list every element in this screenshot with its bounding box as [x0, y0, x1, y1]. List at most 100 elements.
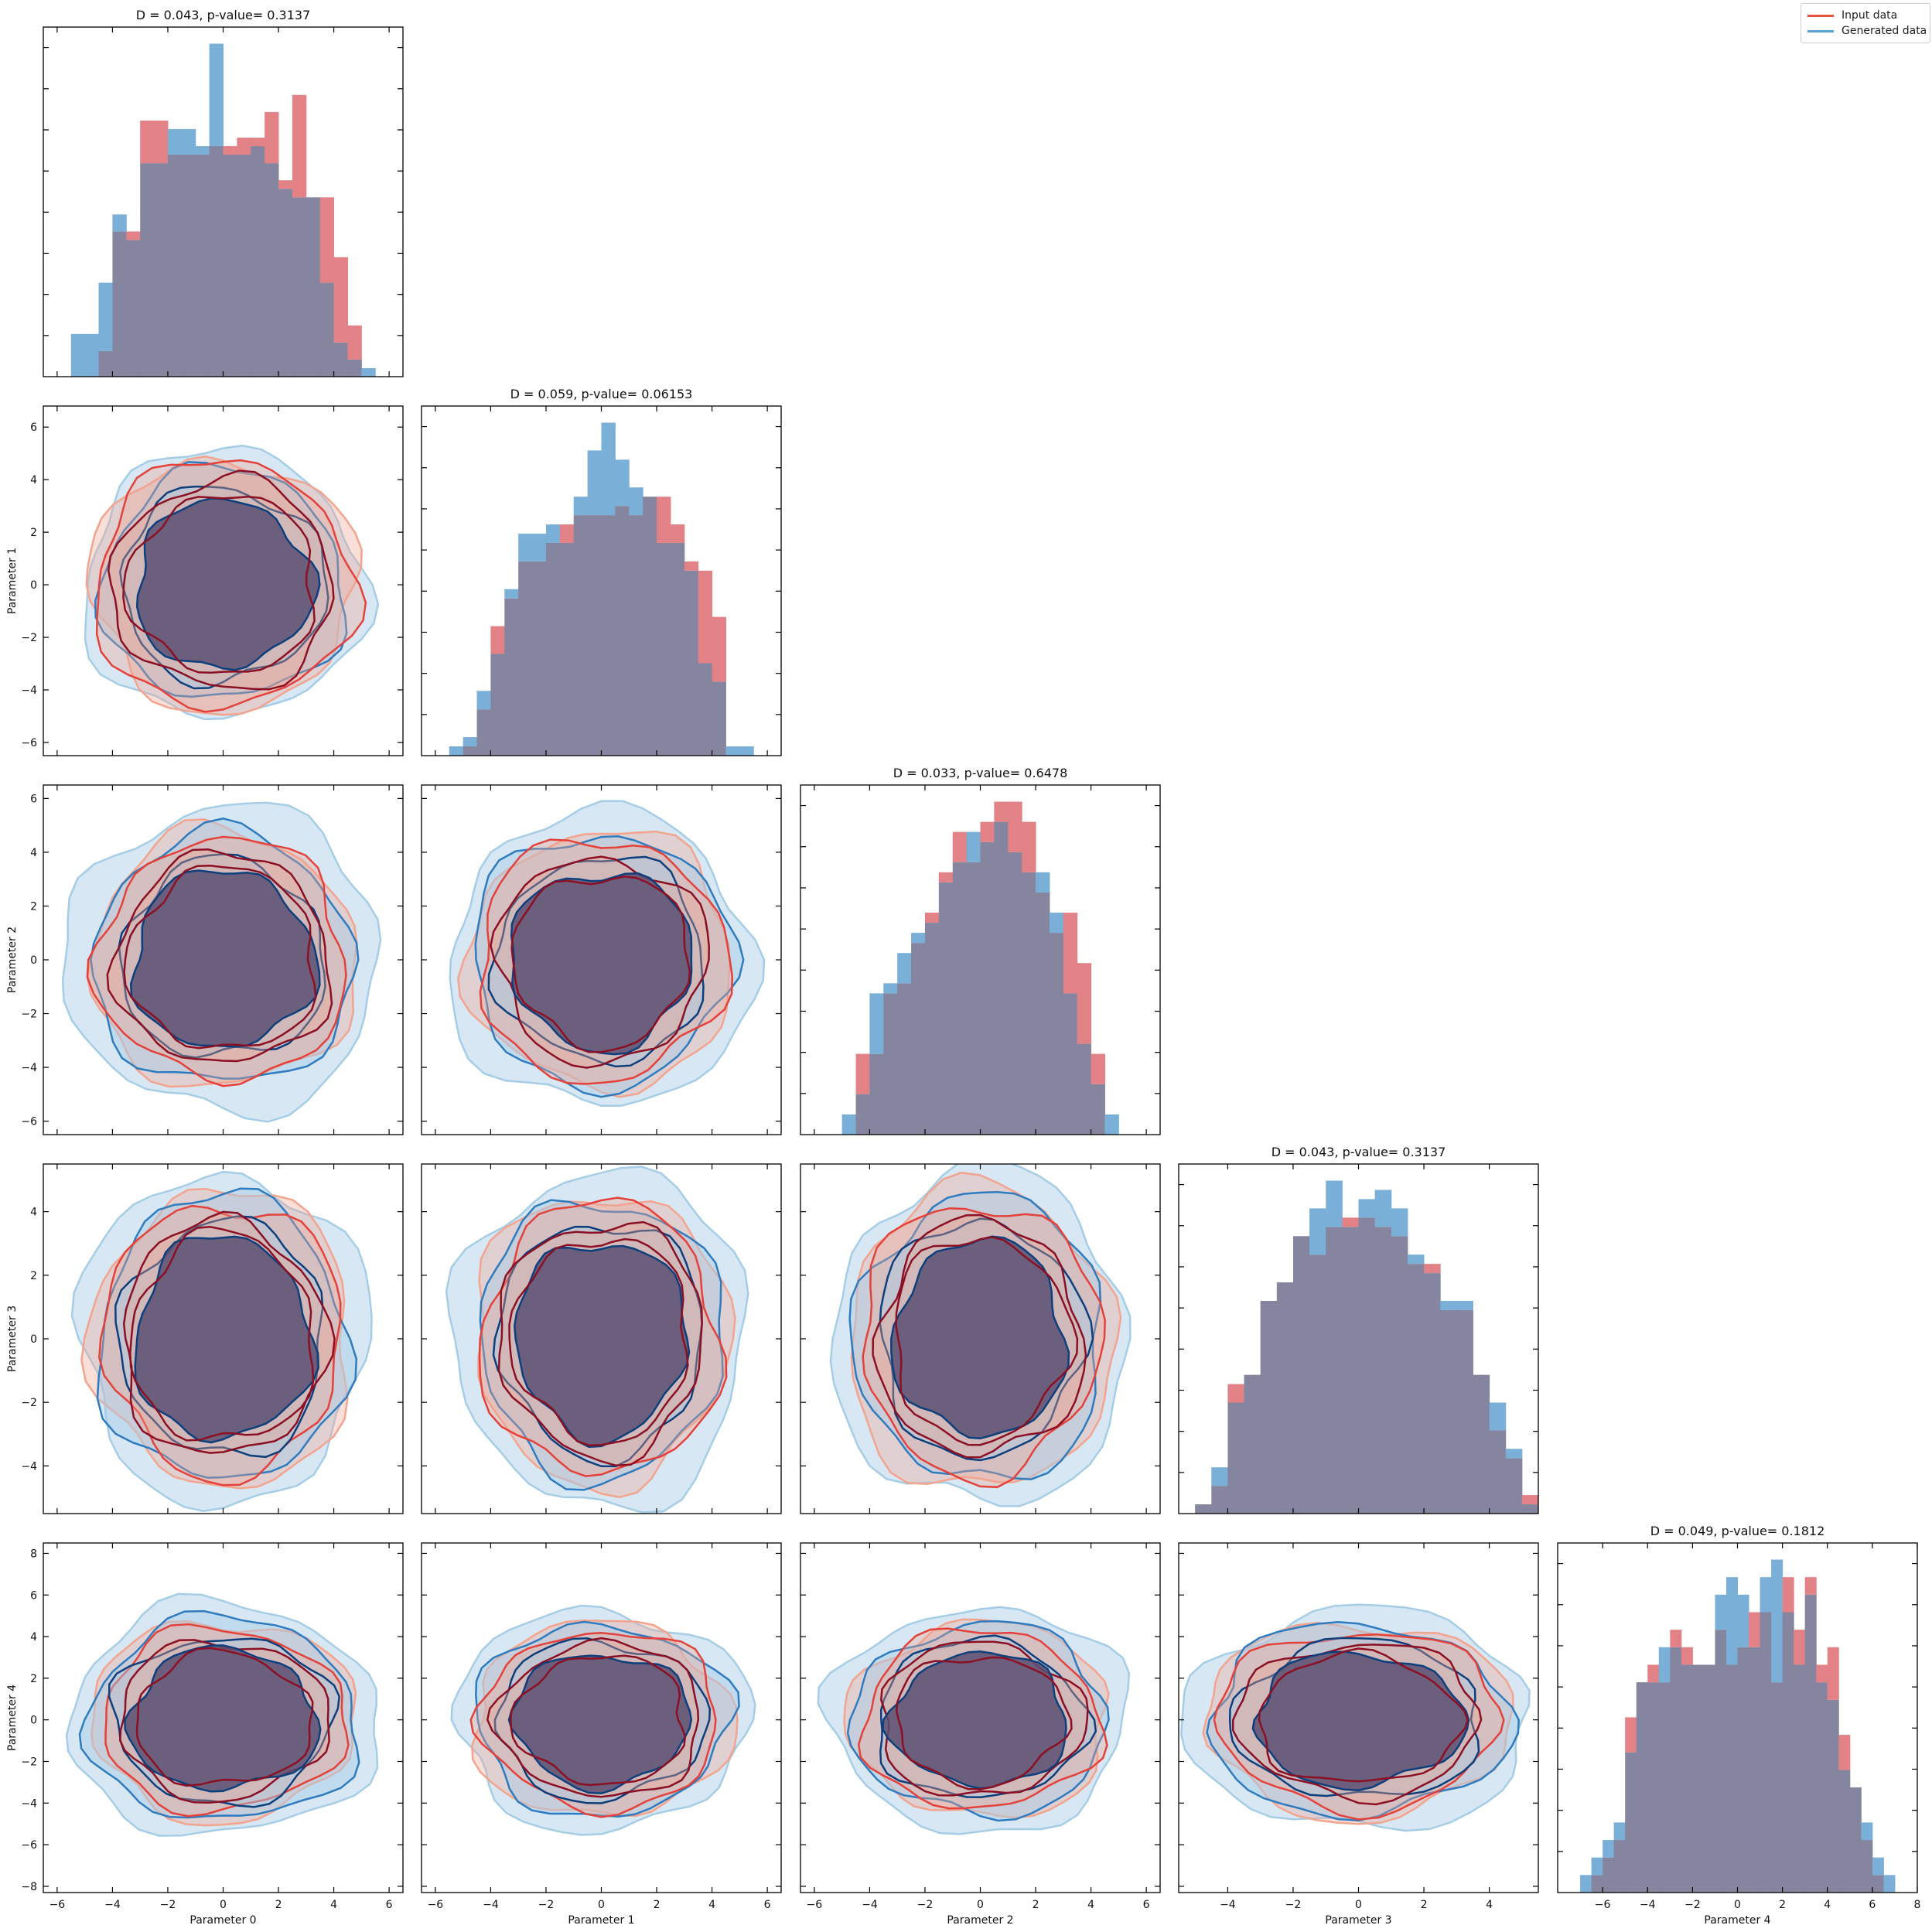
x-tick-label: −4	[483, 1899, 499, 1911]
x-tick-label: 2	[275, 1899, 282, 1911]
hist-bar-overlap	[994, 821, 1009, 1135]
x-tick-label: −2	[160, 1899, 176, 1911]
panel-plot-area	[841, 801, 1119, 1135]
y-axis-label: Parameter 4	[6, 1685, 19, 1751]
hist-bar-overlap	[1827, 1699, 1839, 1893]
hist-bar-input	[1424, 1264, 1441, 1274]
y-tick-label: −6	[21, 737, 37, 749]
hist-bar-generated	[1104, 1114, 1119, 1135]
hist-bar-generated	[181, 128, 196, 155]
hist-bar-generated	[504, 589, 519, 599]
panel-title: D = 0.033, p-value= 0.6478	[893, 766, 1068, 780]
hist-bar-input	[154, 120, 169, 164]
hist-bar-input	[670, 524, 685, 543]
hist-bar-overlap	[518, 561, 533, 756]
y-tick-label: −2	[21, 632, 37, 644]
panel-2-2: D = 0.033, p-value= 0.6478	[800, 766, 1161, 1135]
hist-bar-input	[1063, 913, 1078, 994]
hist-bar-generated	[1211, 1467, 1228, 1487]
hist-bar-input	[1794, 1630, 1806, 1665]
hist-bar-overlap	[532, 561, 547, 756]
y-axis-label: Parameter 1	[6, 548, 19, 614]
panel-plot-area	[1580, 1559, 1896, 1893]
hist-bar-generated	[615, 459, 630, 507]
hist-bar-overlap	[1358, 1217, 1376, 1514]
hist-bar-input	[938, 872, 954, 882]
x-tick-label: −4	[1220, 1899, 1236, 1911]
hist-bar-generated	[1760, 1577, 1772, 1613]
contour-core	[135, 497, 321, 671]
hist-bar-generated	[1658, 1647, 1671, 1683]
hist-bar-overlap	[1049, 933, 1064, 1135]
panel-3-1	[421, 1163, 782, 1514]
hist-bar-overlap	[883, 993, 898, 1135]
hist-bar-generated	[1036, 872, 1050, 893]
y-tick-label: 6	[30, 422, 37, 434]
hist-bar-overlap	[1521, 1504, 1538, 1514]
hist-bar-overlap	[698, 663, 713, 756]
hist-bar-input	[1816, 1664, 1828, 1683]
x-tick-label: 4	[1824, 1899, 1831, 1911]
x-tick-label: 6	[1143, 1899, 1150, 1911]
hist-bar-overlap	[684, 570, 699, 756]
panel-frame	[1178, 1542, 1539, 1893]
y-tick-label: 0	[30, 1715, 37, 1727]
hist-bar-overlap	[140, 163, 155, 377]
x-tick-label: 6	[1869, 1899, 1876, 1911]
hist-bar-generated	[1861, 1822, 1873, 1841]
hist-bar-overlap	[1505, 1458, 1523, 1514]
hist-bar-overlap	[1838, 1770, 1851, 1893]
panel-3-2	[800, 1163, 1161, 1514]
contour-core-input	[510, 876, 691, 1053]
panel-frame	[1557, 1542, 1918, 1893]
contour-core	[510, 872, 693, 1056]
hist-bar-generated	[1872, 1857, 1884, 1876]
x-tick-label: −4	[1640, 1899, 1656, 1911]
x-tick-label: 0	[1734, 1899, 1741, 1911]
x-axis-label: Parameter 4	[1704, 1914, 1770, 1927]
legend-line-generated	[1807, 29, 1834, 32]
panel-plot-area	[61, 801, 382, 1123]
hist-bar-overlap	[1861, 1840, 1873, 1893]
hist-bar-input	[1521, 1495, 1538, 1505]
hist-bar-overlap	[1022, 872, 1036, 1135]
hist-bar-overlap	[924, 923, 940, 1135]
panel-title: D = 0.059, p-value= 0.06153	[510, 387, 693, 401]
hist-bar-input	[1227, 1384, 1245, 1403]
hist-bar-overlap	[1374, 1227, 1392, 1514]
hist-bar-overlap	[195, 155, 210, 377]
contour-core-input	[895, 1236, 1079, 1446]
hist-bar-overlap	[1063, 993, 1078, 1135]
hist-bar-generated	[841, 1114, 857, 1135]
hist-bar-input	[684, 561, 699, 571]
hist-bar-input	[319, 197, 335, 283]
legend: Input data Generated data	[1801, 3, 1930, 43]
hist-bar-input	[126, 231, 141, 241]
hist-bar-overlap	[1036, 892, 1050, 1135]
panel-frame	[43, 1163, 404, 1514]
contour-core-input	[122, 495, 316, 674]
y-axis-label: Parameter 2	[6, 927, 19, 993]
contour-core-input	[135, 1647, 314, 1787]
panel-frame	[421, 405, 782, 756]
hist-bar-overlap	[1625, 1752, 1637, 1893]
hist-bar-overlap	[1276, 1282, 1294, 1514]
hist-bar-input	[251, 137, 265, 146]
legend-line-input	[1807, 14, 1834, 17]
hist-bar-overlap	[712, 681, 726, 756]
hist-bar-generated	[1489, 1402, 1507, 1431]
hist-bar-input	[1008, 801, 1022, 852]
hist-bar-overlap	[1816, 1682, 1828, 1893]
hist-bar-input	[237, 137, 251, 155]
panel-plot-area	[449, 422, 754, 756]
hist-bar-generated	[1456, 1300, 1473, 1310]
hist-bar-overlap	[1244, 1374, 1261, 1514]
panel-1-0: −6 −4 −2 0 2 4 6 Parameter 1	[6, 405, 404, 756]
hist-bar-generated	[1580, 1875, 1592, 1893]
x-tick-label: 2	[1421, 1899, 1428, 1911]
panel-title: D = 0.049, p-value= 0.1812	[1650, 1524, 1825, 1538]
hist-bar-input	[924, 913, 940, 923]
hist-bar-overlap	[126, 240, 141, 377]
hist-bar-overlap	[209, 145, 224, 377]
x-axis-label: Parameter 3	[1325, 1914, 1391, 1927]
